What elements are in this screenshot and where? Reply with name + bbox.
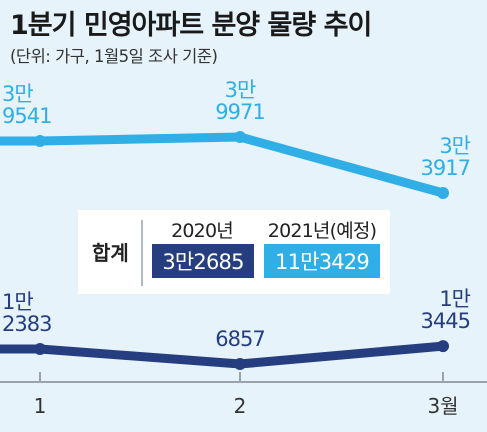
data-point-2020-2	[234, 358, 246, 370]
data-point-2021-3	[437, 187, 449, 199]
legend-year-2021: 2021년(예정)	[268, 220, 376, 242]
value-label-2021-1-line-2: 9541	[2, 104, 51, 128]
value-label-2020-1-line-2: 2383	[2, 312, 51, 336]
legend-total-2021: 11만3429	[275, 250, 369, 274]
value-label-2020-3-line-2: 3445	[421, 309, 470, 333]
value-label-2021-2-line-2: 9971	[215, 100, 264, 124]
legend-year-2020: 2020년	[171, 220, 233, 242]
value-label-2021-1-line-1: 3만	[2, 82, 33, 106]
series-lines	[0, 131, 449, 370]
chart-subtitle: (단위: 가구, 1월5일 조사 기준)	[10, 47, 218, 66]
value-label-2021-3-line-1: 3만	[439, 134, 470, 158]
legend-total-2020: 3만2685	[162, 250, 243, 274]
legend-swatch-2020	[152, 244, 254, 278]
chart-title: 1분기 민영아파트 분양 물량 추이	[10, 10, 371, 41]
value-label-2021-2-line-1: 3만	[225, 78, 256, 102]
x-tick-label-2: 2	[234, 394, 247, 418]
series-line-2021	[0, 132, 448, 198]
data-point-2021-2	[234, 131, 246, 144]
data-point-2021-1	[34, 135, 46, 147]
data-point-2020-3	[437, 340, 449, 353]
value-label-2020-1-line-1: 1만	[2, 290, 33, 314]
x-axis: 1 2 3월	[0, 372, 487, 418]
legend: 합계 2020년 3만2685 2021년(예정) 11만3429	[78, 210, 390, 294]
data-point-2020-1	[34, 343, 46, 355]
value-label-2020-3-line-1: 1만	[439, 287, 470, 311]
series-line-2020	[0, 341, 448, 369]
x-tick-label-1: 1	[34, 394, 47, 418]
x-tick-label-3: 3월	[427, 394, 458, 418]
legend-heading: 합계	[92, 241, 129, 265]
legend-swatch-2021	[264, 244, 380, 278]
value-label-2021-3-line-2: 3917	[421, 156, 470, 180]
value-label-2020-2-line-1: 6857	[215, 327, 264, 351]
